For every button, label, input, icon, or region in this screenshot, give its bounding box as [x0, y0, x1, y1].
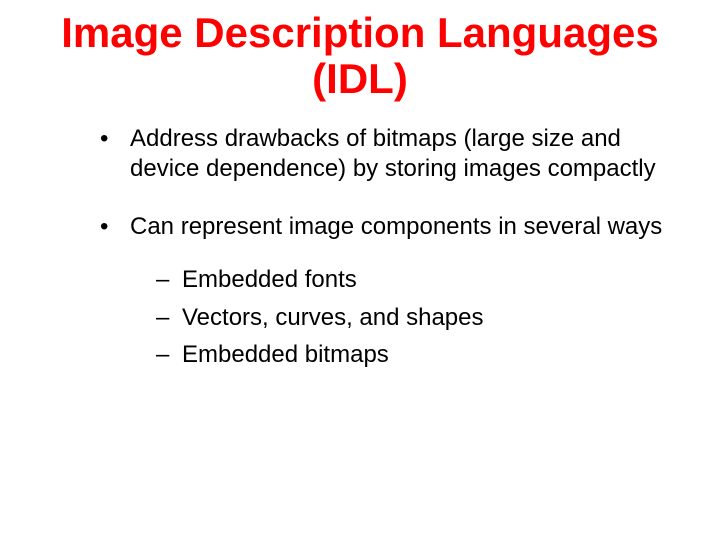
- bullet-list: Address drawbacks of bitmaps (large size…: [90, 124, 690, 370]
- sub-bullet-text: Embedded fonts: [182, 266, 357, 293]
- bullet-item: Address drawbacks of bitmaps (large size…: [90, 124, 690, 184]
- slide-title: Image Description Languages (IDL): [30, 10, 690, 102]
- sub-bullet-text: Vectors, curves, and shapes: [182, 304, 484, 331]
- sub-bullet-item: Embedded bitmaps: [150, 339, 690, 370]
- slide: Image Description Languages (IDL) Addres…: [0, 0, 720, 540]
- bullet-item: Can represent image components in severa…: [90, 212, 690, 370]
- bullet-text: Can represent image components in severa…: [130, 213, 662, 240]
- sub-bullet-text: Embedded bitmaps: [182, 341, 389, 368]
- bullet-text: Address drawbacks of bitmaps (large size…: [130, 125, 656, 182]
- sub-bullet-list: Embedded fonts Vectors, curves, and shap…: [150, 264, 690, 370]
- sub-bullet-item: Vectors, curves, and shapes: [150, 302, 690, 333]
- sub-bullet-item: Embedded fonts: [150, 264, 690, 295]
